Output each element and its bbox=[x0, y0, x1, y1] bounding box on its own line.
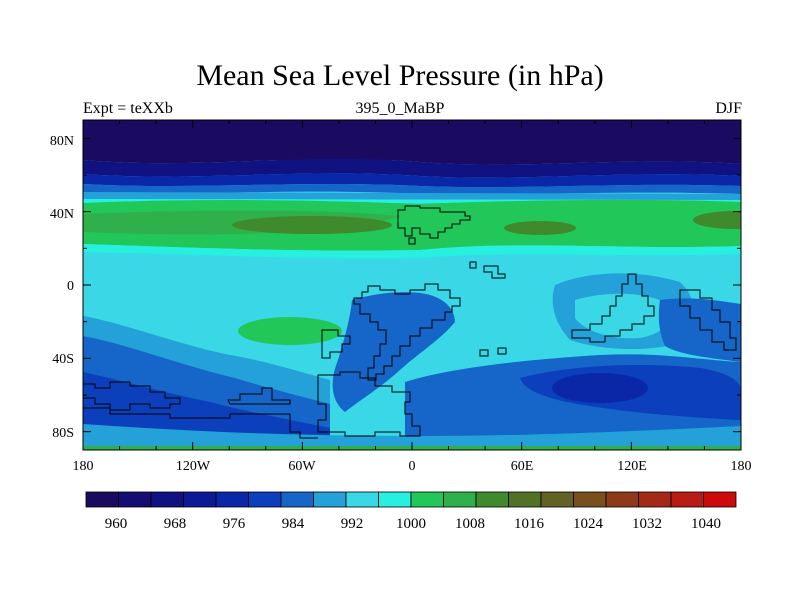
colorbar-box bbox=[605, 491, 639, 508]
colorbar-box bbox=[703, 491, 737, 508]
subpolar-band-2 bbox=[83, 173, 741, 188]
island-2 bbox=[469, 261, 477, 269]
colorbar-box bbox=[443, 491, 477, 508]
atlantic-low-tongue bbox=[332, 292, 455, 412]
colorbar bbox=[85, 491, 737, 508]
colorbar-box bbox=[248, 491, 282, 508]
east-asia-coast bbox=[679, 289, 737, 351]
colorbar-box bbox=[215, 491, 249, 508]
pressure-field bbox=[83, 120, 741, 450]
antarctica-west-coast bbox=[317, 371, 421, 437]
colorbar-box bbox=[313, 491, 347, 508]
colorbar-box bbox=[183, 491, 217, 508]
colorbar-label: 1016 bbox=[514, 516, 545, 532]
lat-tick-labels: 80N 40N 0 40S 80S bbox=[50, 134, 74, 441]
colorbar-label: 1000 bbox=[396, 516, 426, 532]
colorbar-box bbox=[150, 491, 184, 508]
africa-coast bbox=[353, 283, 461, 381]
lon-label: 180 bbox=[73, 459, 94, 474]
colorbar-box bbox=[508, 491, 542, 508]
colorbar-label: 960 bbox=[105, 516, 128, 532]
antarctica-shelf-coast bbox=[83, 407, 318, 439]
subpolar-band-1 bbox=[83, 158, 741, 178]
south-america-coast bbox=[321, 329, 351, 359]
india-coast bbox=[571, 273, 655, 343]
south-pacific-high bbox=[238, 317, 342, 345]
lon-tick-labels: 180 120W 60W 0 60E 120E 180 bbox=[73, 459, 752, 474]
period-label: 395_0_MaBP bbox=[355, 100, 445, 117]
antarctica-pacific-coast bbox=[82, 381, 181, 411]
colorbar-label: 1032 bbox=[632, 516, 662, 532]
colorbar-label: 992 bbox=[341, 516, 364, 532]
coastlines bbox=[82, 205, 737, 439]
lat-label: 80N bbox=[50, 134, 74, 149]
colorbar-box bbox=[670, 491, 704, 508]
colorbar-box bbox=[410, 491, 444, 508]
antarctic-band bbox=[83, 424, 741, 446]
island-4 bbox=[497, 347, 507, 355]
colorbar-label: 1008 bbox=[455, 516, 485, 532]
island-3 bbox=[479, 349, 489, 357]
axis-ticks bbox=[82, 120, 742, 450]
colorbar-label: 1024 bbox=[573, 516, 604, 532]
lat-label: 40N bbox=[50, 207, 74, 222]
lon-label: 120W bbox=[176, 459, 211, 474]
far-east-high-core bbox=[693, 211, 741, 229]
colorbar-box bbox=[638, 491, 672, 508]
lat-label: 80S bbox=[52, 426, 74, 441]
colorbar-box bbox=[345, 491, 379, 508]
lat-label: 40S bbox=[52, 352, 74, 367]
colorbar-labels: 960 968 976 984 992 1000 1008 1016 1024 … bbox=[105, 516, 721, 532]
lon-label: 120E bbox=[617, 459, 647, 474]
plot-title: Mean Sea Level Pressure (in hPa) bbox=[196, 59, 604, 92]
lon-label: 60E bbox=[511, 459, 534, 474]
tropical-transition bbox=[83, 244, 741, 259]
arabia-coast bbox=[483, 265, 506, 279]
colorbar-box bbox=[475, 491, 509, 508]
southern-ocean-low-core bbox=[552, 373, 648, 403]
asia-high-core bbox=[504, 221, 576, 235]
antarctic-islands bbox=[227, 387, 291, 405]
lon-label: 0 bbox=[409, 459, 416, 474]
season-label: DJF bbox=[715, 100, 742, 117]
colorbar-label: 968 bbox=[164, 516, 187, 532]
experiment-label: Expt = teXXb bbox=[83, 100, 173, 117]
eurasia-coast bbox=[397, 205, 471, 239]
colorbar-box bbox=[540, 491, 574, 508]
colorbar-label: 976 bbox=[223, 516, 246, 532]
island-1 bbox=[408, 237, 416, 245]
lon-label: 180 bbox=[731, 459, 752, 474]
colorbar-box bbox=[85, 491, 119, 508]
colorbar-label: 1040 bbox=[691, 516, 721, 532]
pacific-high-core bbox=[232, 216, 392, 234]
subpolar-band-4 bbox=[83, 192, 741, 200]
colorbar-label: 984 bbox=[282, 516, 305, 532]
colorbar-box bbox=[118, 491, 152, 508]
colorbar-box bbox=[378, 491, 412, 508]
lat-label: 0 bbox=[67, 279, 74, 294]
colorbar-box bbox=[280, 491, 314, 508]
colorbar-box bbox=[573, 491, 607, 508]
lon-label: 60W bbox=[288, 459, 316, 474]
arctic-low-edge bbox=[83, 120, 741, 165]
subpolar-band-3 bbox=[83, 184, 741, 195]
